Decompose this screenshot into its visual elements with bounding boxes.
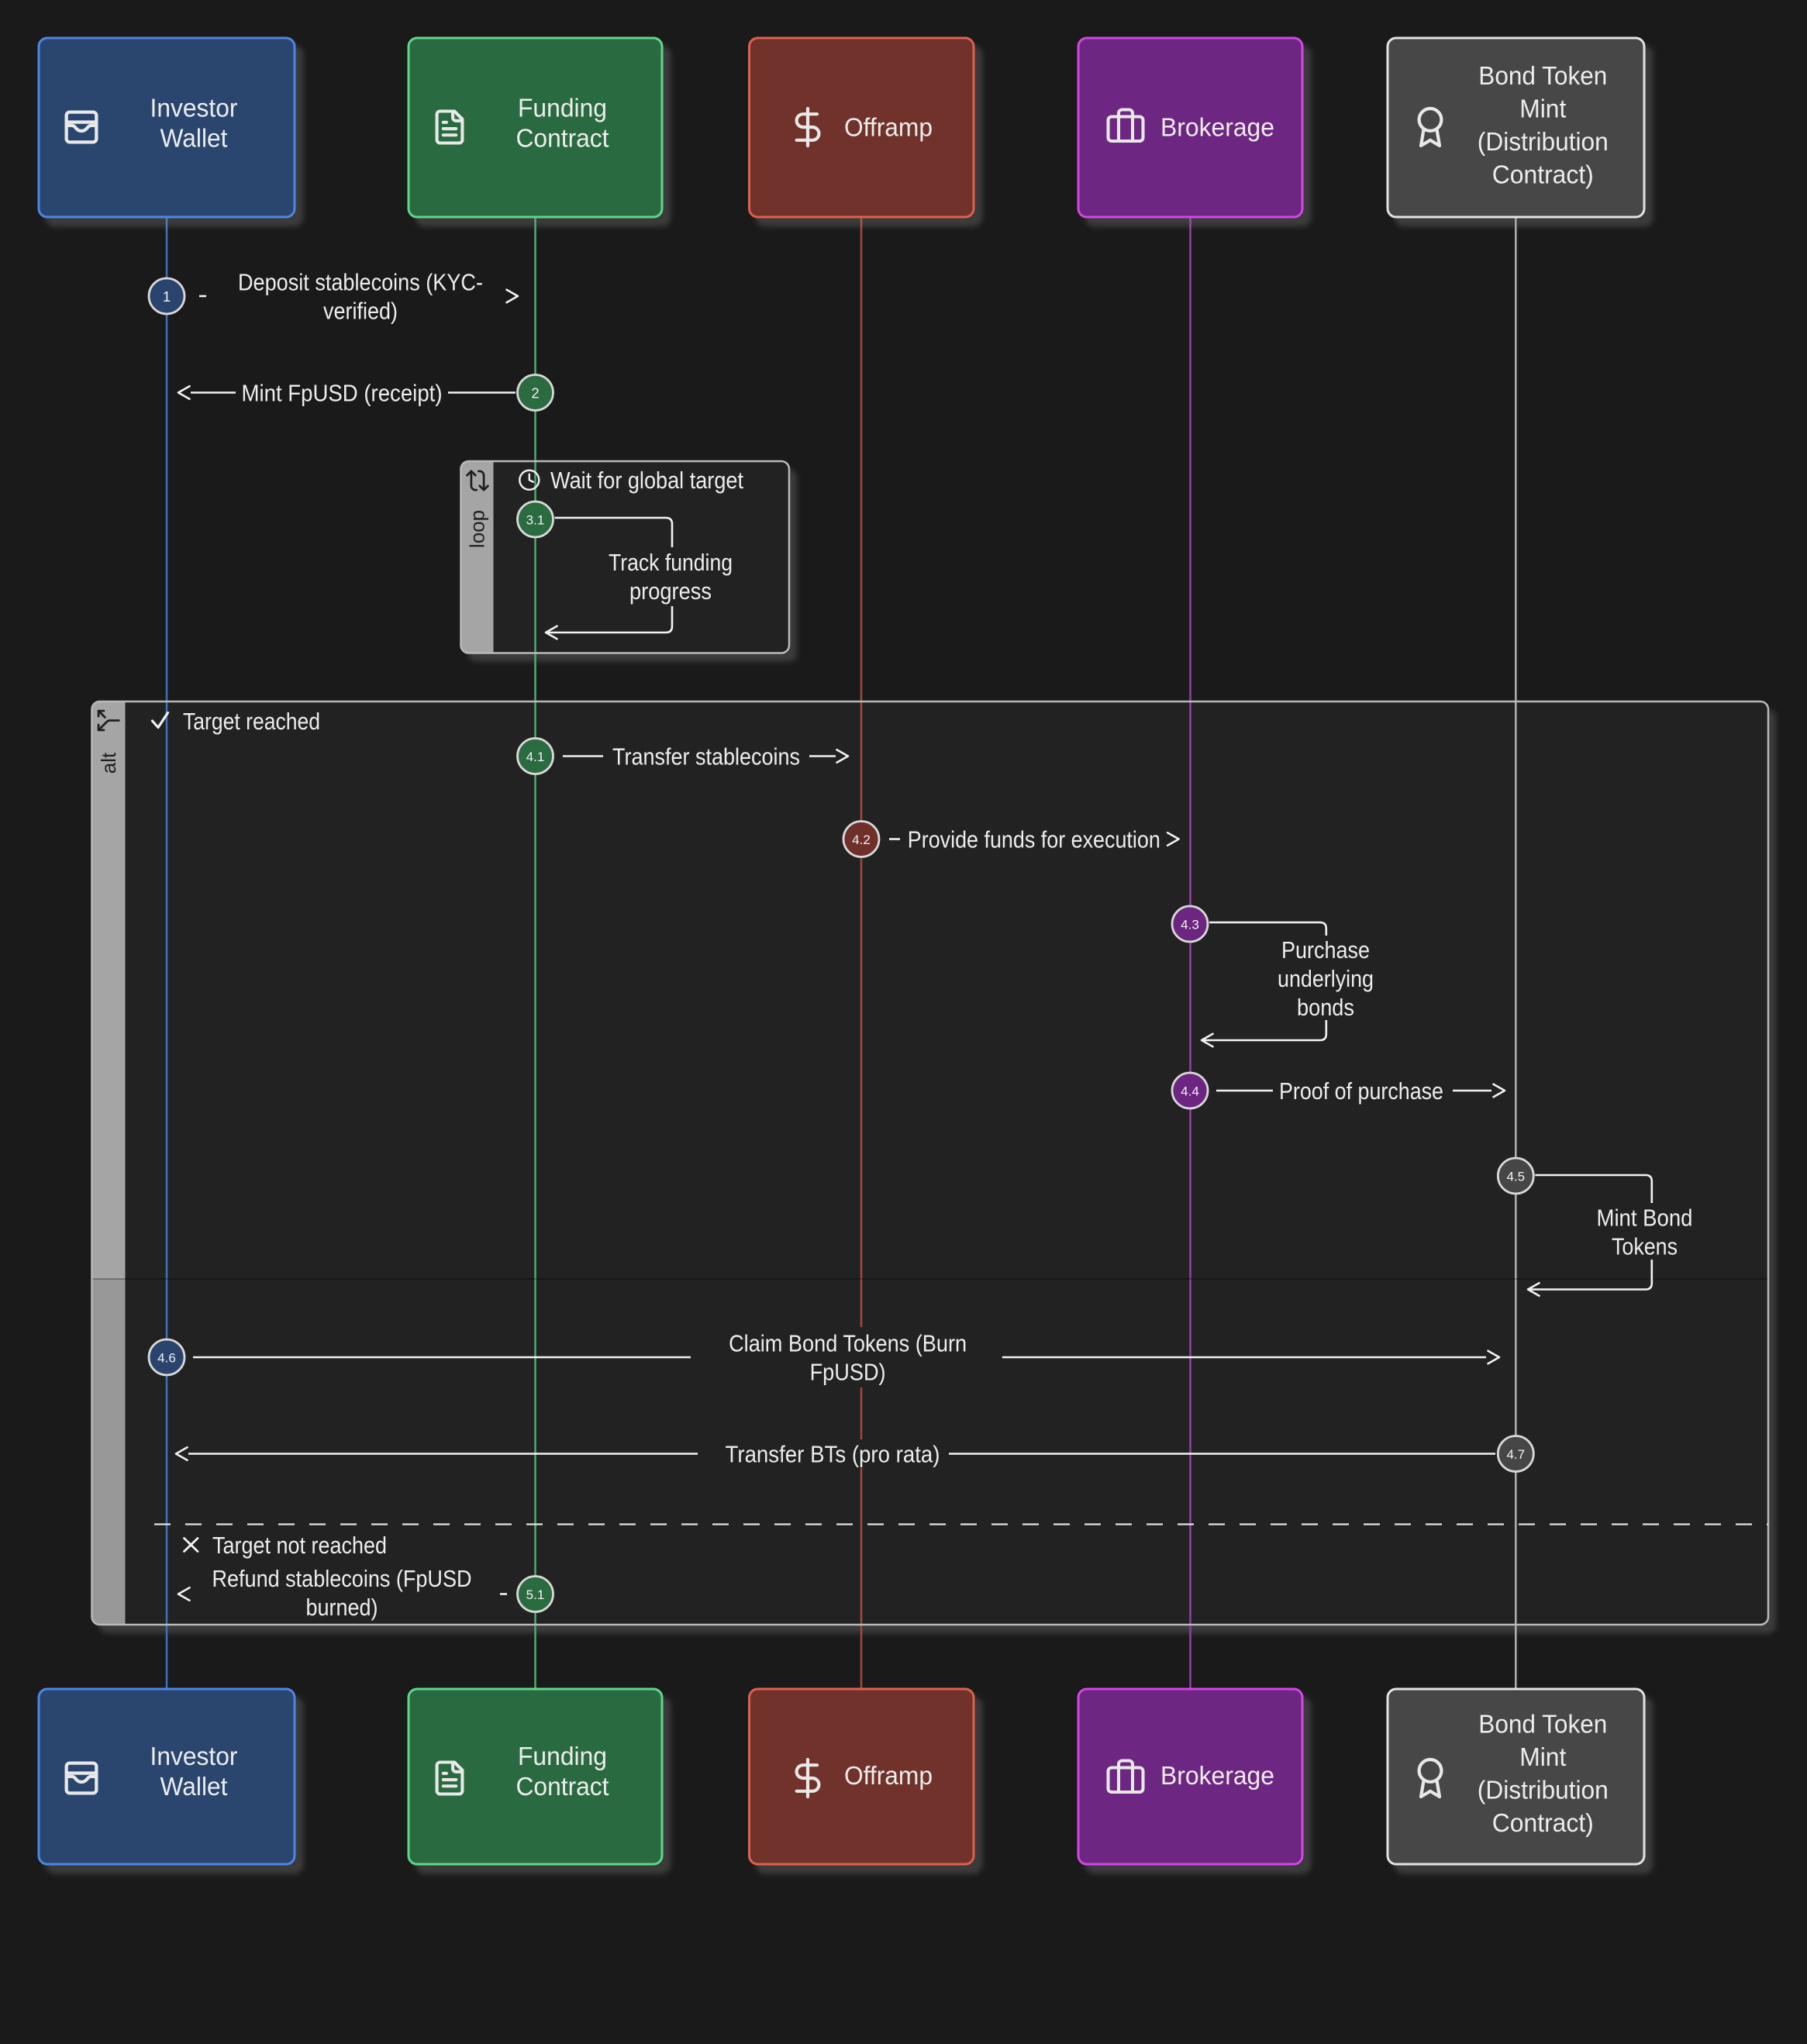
- svg-text:(Distribution: (Distribution: [1478, 127, 1609, 156]
- svg-text:Investor: Investor: [150, 1742, 238, 1770]
- svg-text:4.4: 4.4: [1181, 1084, 1199, 1099]
- svg-text:4.1: 4.1: [526, 750, 545, 764]
- svg-text:Target reached: Target reached: [183, 708, 320, 735]
- svg-text:1: 1: [163, 288, 171, 305]
- svg-text:Provide funds for execution: Provide funds for execution: [908, 826, 1160, 853]
- svg-text:Wait for global target: Wait for global target: [550, 467, 743, 494]
- svg-text:Funding: Funding: [518, 1742, 607, 1770]
- svg-text:loop: loop: [466, 510, 489, 548]
- svg-text:Contract: Contract: [516, 124, 609, 153]
- svg-text:3.1: 3.1: [526, 513, 545, 528]
- svg-text:Contract): Contract): [1492, 160, 1594, 189]
- svg-text:Transfer stablecoins: Transfer stablecoins: [612, 743, 800, 770]
- svg-text:bonds: bonds: [1297, 994, 1354, 1021]
- svg-text:Contract): Contract): [1492, 1808, 1594, 1837]
- svg-text:5.1: 5.1: [526, 1587, 545, 1602]
- svg-text:Mint: Mint: [1519, 95, 1566, 123]
- svg-text:4.3: 4.3: [1181, 918, 1199, 932]
- svg-text:Target not reached: Target not reached: [212, 1532, 387, 1559]
- svg-text:Claim Bond Tokens (Burn: Claim Bond Tokens (Burn: [729, 1329, 967, 1356]
- svg-text:underlying: underlying: [1278, 965, 1374, 992]
- svg-text:progress: progress: [629, 577, 712, 605]
- svg-text:FpUSD): FpUSD): [810, 1358, 886, 1385]
- svg-text:Bond Token: Bond Token: [1478, 1710, 1607, 1739]
- svg-text:4.5: 4.5: [1506, 1170, 1525, 1184]
- svg-text:Wallet: Wallet: [160, 124, 228, 153]
- svg-text:Offramp: Offramp: [844, 1761, 933, 1790]
- svg-text:Offramp: Offramp: [844, 113, 933, 142]
- svg-text:2: 2: [531, 385, 539, 402]
- svg-text:Mint: Mint: [1519, 1742, 1566, 1771]
- svg-text:Brokerage: Brokerage: [1160, 1761, 1274, 1790]
- svg-text:Purchase: Purchase: [1281, 936, 1370, 963]
- svg-text:(Distribution: (Distribution: [1478, 1776, 1609, 1804]
- svg-text:alt: alt: [97, 752, 120, 774]
- svg-text:4.7: 4.7: [1506, 1447, 1525, 1462]
- svg-text:Proof of purchase: Proof of purchase: [1279, 1077, 1443, 1105]
- svg-text:Deposit stablecoins (KYC-: Deposit stablecoins (KYC-: [238, 268, 483, 295]
- svg-text:Tokens: Tokens: [1612, 1232, 1678, 1260]
- svg-text:Bond Token: Bond Token: [1478, 61, 1607, 90]
- svg-text:4.6: 4.6: [157, 1351, 176, 1366]
- svg-text:Investor: Investor: [150, 94, 238, 122]
- svg-text:Refund stablecoins (FpUSD: Refund stablecoins (FpUSD: [212, 1565, 472, 1592]
- svg-text:4.2: 4.2: [852, 832, 871, 847]
- svg-text:verified): verified): [323, 297, 398, 324]
- svg-text:Brokerage: Brokerage: [1160, 113, 1274, 142]
- svg-text:Mint FpUSD (receipt): Mint FpUSD (receipt): [242, 379, 443, 406]
- svg-text:Track funding: Track funding: [609, 549, 733, 576]
- svg-text:Transfer BTs (pro rata): Transfer BTs (pro rata): [726, 1440, 940, 1467]
- svg-text:burned): burned): [306, 1594, 378, 1621]
- svg-text:Wallet: Wallet: [160, 1772, 228, 1801]
- svg-text:Mint Bond: Mint Bond: [1597, 1204, 1693, 1231]
- svg-text:Funding: Funding: [518, 94, 607, 122]
- svg-text:Contract: Contract: [516, 1772, 609, 1801]
